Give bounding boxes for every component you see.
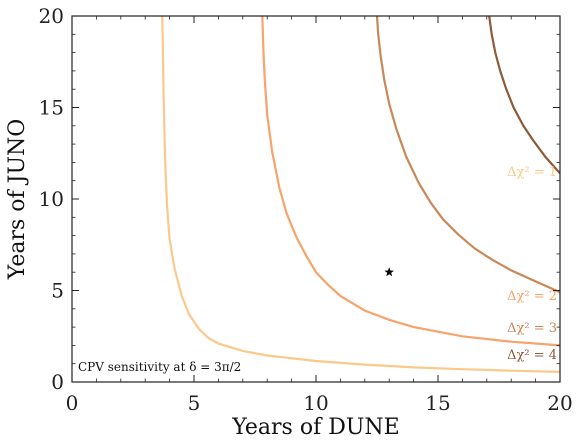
y-tick-label-3: 15 [39, 96, 64, 120]
series-label-4: Δχ² = 4 [507, 348, 557, 363]
curves [161, 15, 561, 373]
y-tick-label-0: 0 [51, 370, 64, 394]
series-label-3: Δχ² = 3 [507, 321, 557, 336]
x-axis-label: Years of DUNE [231, 415, 399, 440]
plot-frame [71, 15, 561, 383]
x-tick-label-4: 20 [547, 391, 572, 415]
series-label-2: Δχ² = 2 [507, 289, 557, 304]
y-tick-label-4: 20 [39, 4, 64, 28]
x-tick-label-1: 5 [188, 391, 201, 415]
y-tick-label-1: 5 [51, 279, 64, 303]
marker-layer [384, 267, 394, 277]
annotation: CPV sensitivity at δ = 3π/2 [78, 360, 241, 374]
star-marker [384, 267, 394, 277]
y-tick-label-2: 10 [39, 187, 64, 211]
x-tick-label-2: 10 [303, 391, 328, 415]
series-line-4 [488, 15, 561, 175]
series-line-3 [375, 15, 561, 294]
series-line-1 [161, 15, 561, 373]
series-label-1: Δχ² = 1 [507, 165, 557, 180]
ticks: 0 5 10 15 20 0 5 10 15 20 [39, 4, 573, 415]
series-line-2 [261, 15, 561, 347]
curve-labels: Δχ² = 1 Δχ² = 2 Δχ² = 3 Δχ² = 4 [507, 165, 557, 363]
y-axis-label: Years of JUNO [5, 119, 30, 281]
x-tick-label-3: 15 [425, 391, 450, 415]
x-tick-label-0: 0 [66, 391, 79, 415]
